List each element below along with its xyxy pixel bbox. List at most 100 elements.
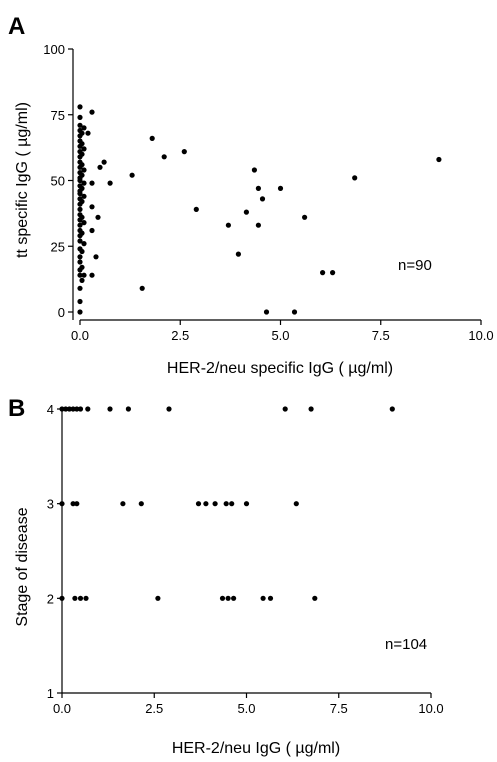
panel-a-data-point — [77, 222, 83, 228]
panel-b-x-tick-label: 5.0 — [237, 701, 255, 716]
panel-a-data-point — [89, 109, 95, 115]
panel-a-data-point — [255, 222, 261, 228]
panel-a-data-point — [77, 122, 83, 128]
panel-a-data-point — [77, 238, 83, 244]
panel-a-data-point — [79, 277, 85, 283]
panel-a-data-point — [81, 125, 87, 131]
panel-b-x-axis-label: HER-2/neu IgG ( µg/ml) — [172, 740, 340, 757]
panel-b-data-point — [107, 406, 113, 412]
panel-b-data-point — [138, 501, 144, 507]
panel-a-data-point — [77, 285, 83, 291]
panel-a-data-point — [93, 254, 99, 260]
panel-a-data-point — [193, 206, 199, 212]
panel-a-data-point — [251, 167, 257, 173]
panel-a-axes: 0 25 50 75 100 0.0 2.5 5.0 7.5 10.0 — [43, 42, 493, 343]
panel-a-x-tick-label: 0.0 — [71, 328, 89, 343]
panel-a-data-point — [235, 251, 241, 257]
panel-a-data-point — [107, 180, 113, 186]
panel-b-points — [59, 406, 395, 601]
panel-letter-a: A — [8, 13, 25, 40]
panel-a-data-point — [89, 227, 95, 234]
panel-a-data-point — [77, 309, 83, 315]
panel-a-data-point — [81, 220, 87, 226]
panel-b-y-axis-label: Stage of disease — [14, 507, 31, 626]
panel-b-data-point — [72, 595, 78, 601]
panel-a-data-point — [352, 175, 358, 181]
panel-a-data-point — [259, 196, 266, 202]
panel-a-points — [77, 104, 442, 315]
panel-a-data-point — [81, 241, 87, 247]
panel-a-data-point — [79, 198, 85, 205]
panel-b-data-point — [66, 406, 72, 412]
panel-letter-b: B — [8, 395, 25, 422]
panel-a-data-point — [81, 180, 87, 186]
panel-a-data-point — [161, 154, 167, 160]
panel-a-data-point — [129, 172, 135, 178]
panel-a-data-point — [89, 204, 95, 210]
panel-a-x-tick-label: 10.0 — [468, 328, 493, 343]
panel-b-data-point — [267, 595, 274, 601]
panel-b-data-point — [243, 501, 250, 507]
panel-a-data-point — [79, 214, 85, 220]
panel-b-data-point — [229, 501, 235, 507]
panel-b-data-point — [59, 501, 65, 507]
panel-b-y-tick-label: 4 — [47, 402, 54, 417]
panel-a-data-point — [255, 185, 261, 191]
panel-b-data-point — [85, 406, 91, 412]
panel-b-y-tick-label: 3 — [47, 497, 54, 512]
panel-a-data-point — [225, 222, 231, 228]
panel-a-data-point — [243, 209, 249, 215]
panel-a-data-point — [77, 272, 83, 278]
panel-a-data-point — [79, 130, 85, 136]
panel-a-data-point — [89, 180, 95, 186]
panel-a-data-point — [77, 206, 83, 212]
panel-a-x-axis-label: HER-2/neu specific IgG ( µg/ml) — [167, 360, 393, 377]
panel-a-y-tick-label: 100 — [43, 42, 65, 57]
panel-a-data-point — [79, 230, 85, 236]
panel-a-data-point — [95, 214, 101, 220]
panel-b-data-point — [231, 595, 237, 601]
panel-b-axes: 1 2 3 4 0.0 2.5 5.0 7.5 10.0 — [47, 402, 444, 716]
panel-a-data-point — [79, 264, 85, 270]
panel-a-data-point — [77, 104, 83, 110]
panel-b-data-point — [219, 595, 226, 601]
panel-b-data-point — [74, 501, 80, 507]
panel-b-data-point — [225, 595, 231, 601]
panel-b-data-point — [59, 595, 65, 601]
panel-b-data-point — [389, 406, 395, 412]
panel-a-y-tick-label: 0 — [58, 305, 65, 320]
panel-b-x-tick-label: 2.5 — [145, 701, 163, 716]
panel-a-y-tick-label: 50 — [51, 174, 65, 189]
panel-a-data-point — [81, 272, 87, 278]
panel-a-data-point — [263, 309, 270, 315]
panel-a-data-point — [436, 156, 442, 163]
panel-a-data-point — [97, 164, 103, 170]
panel-b-data-point — [59, 406, 65, 412]
panel-a-data-point — [302, 214, 308, 220]
panel-b-data-point — [77, 406, 84, 412]
panel-a-data-point — [81, 193, 87, 199]
panel-b-data-point — [70, 406, 76, 412]
panel-b-data-point — [77, 595, 84, 601]
panel-b-x-tick-label: 0.0 — [53, 701, 71, 716]
panel-b-data-point — [223, 501, 229, 507]
panel-a-data-point — [89, 272, 95, 278]
panel-b-data-point — [282, 406, 288, 412]
panel-a-x-tick-label: 5.0 — [271, 328, 289, 343]
panel-a-data-point — [181, 149, 187, 155]
panel-b-data-point — [74, 406, 80, 412]
panel-b-data-point — [125, 406, 131, 412]
panel-b-data-point — [83, 595, 89, 601]
panel-a-data-point — [291, 309, 298, 315]
panel-b-data-point — [120, 501, 126, 507]
panel-a-data-point — [330, 270, 336, 276]
panel-a-data-point — [149, 135, 155, 141]
panel-b-n-annotation: n=104 — [385, 636, 427, 653]
panel-a-data-point — [79, 185, 85, 191]
panel-a-x-tick-label: 7.5 — [372, 328, 390, 343]
panel-b-data-point — [155, 595, 161, 601]
panel-a-data-point — [79, 172, 85, 178]
panel-a-data-point — [85, 130, 91, 136]
panel-b-data-point — [70, 501, 76, 507]
